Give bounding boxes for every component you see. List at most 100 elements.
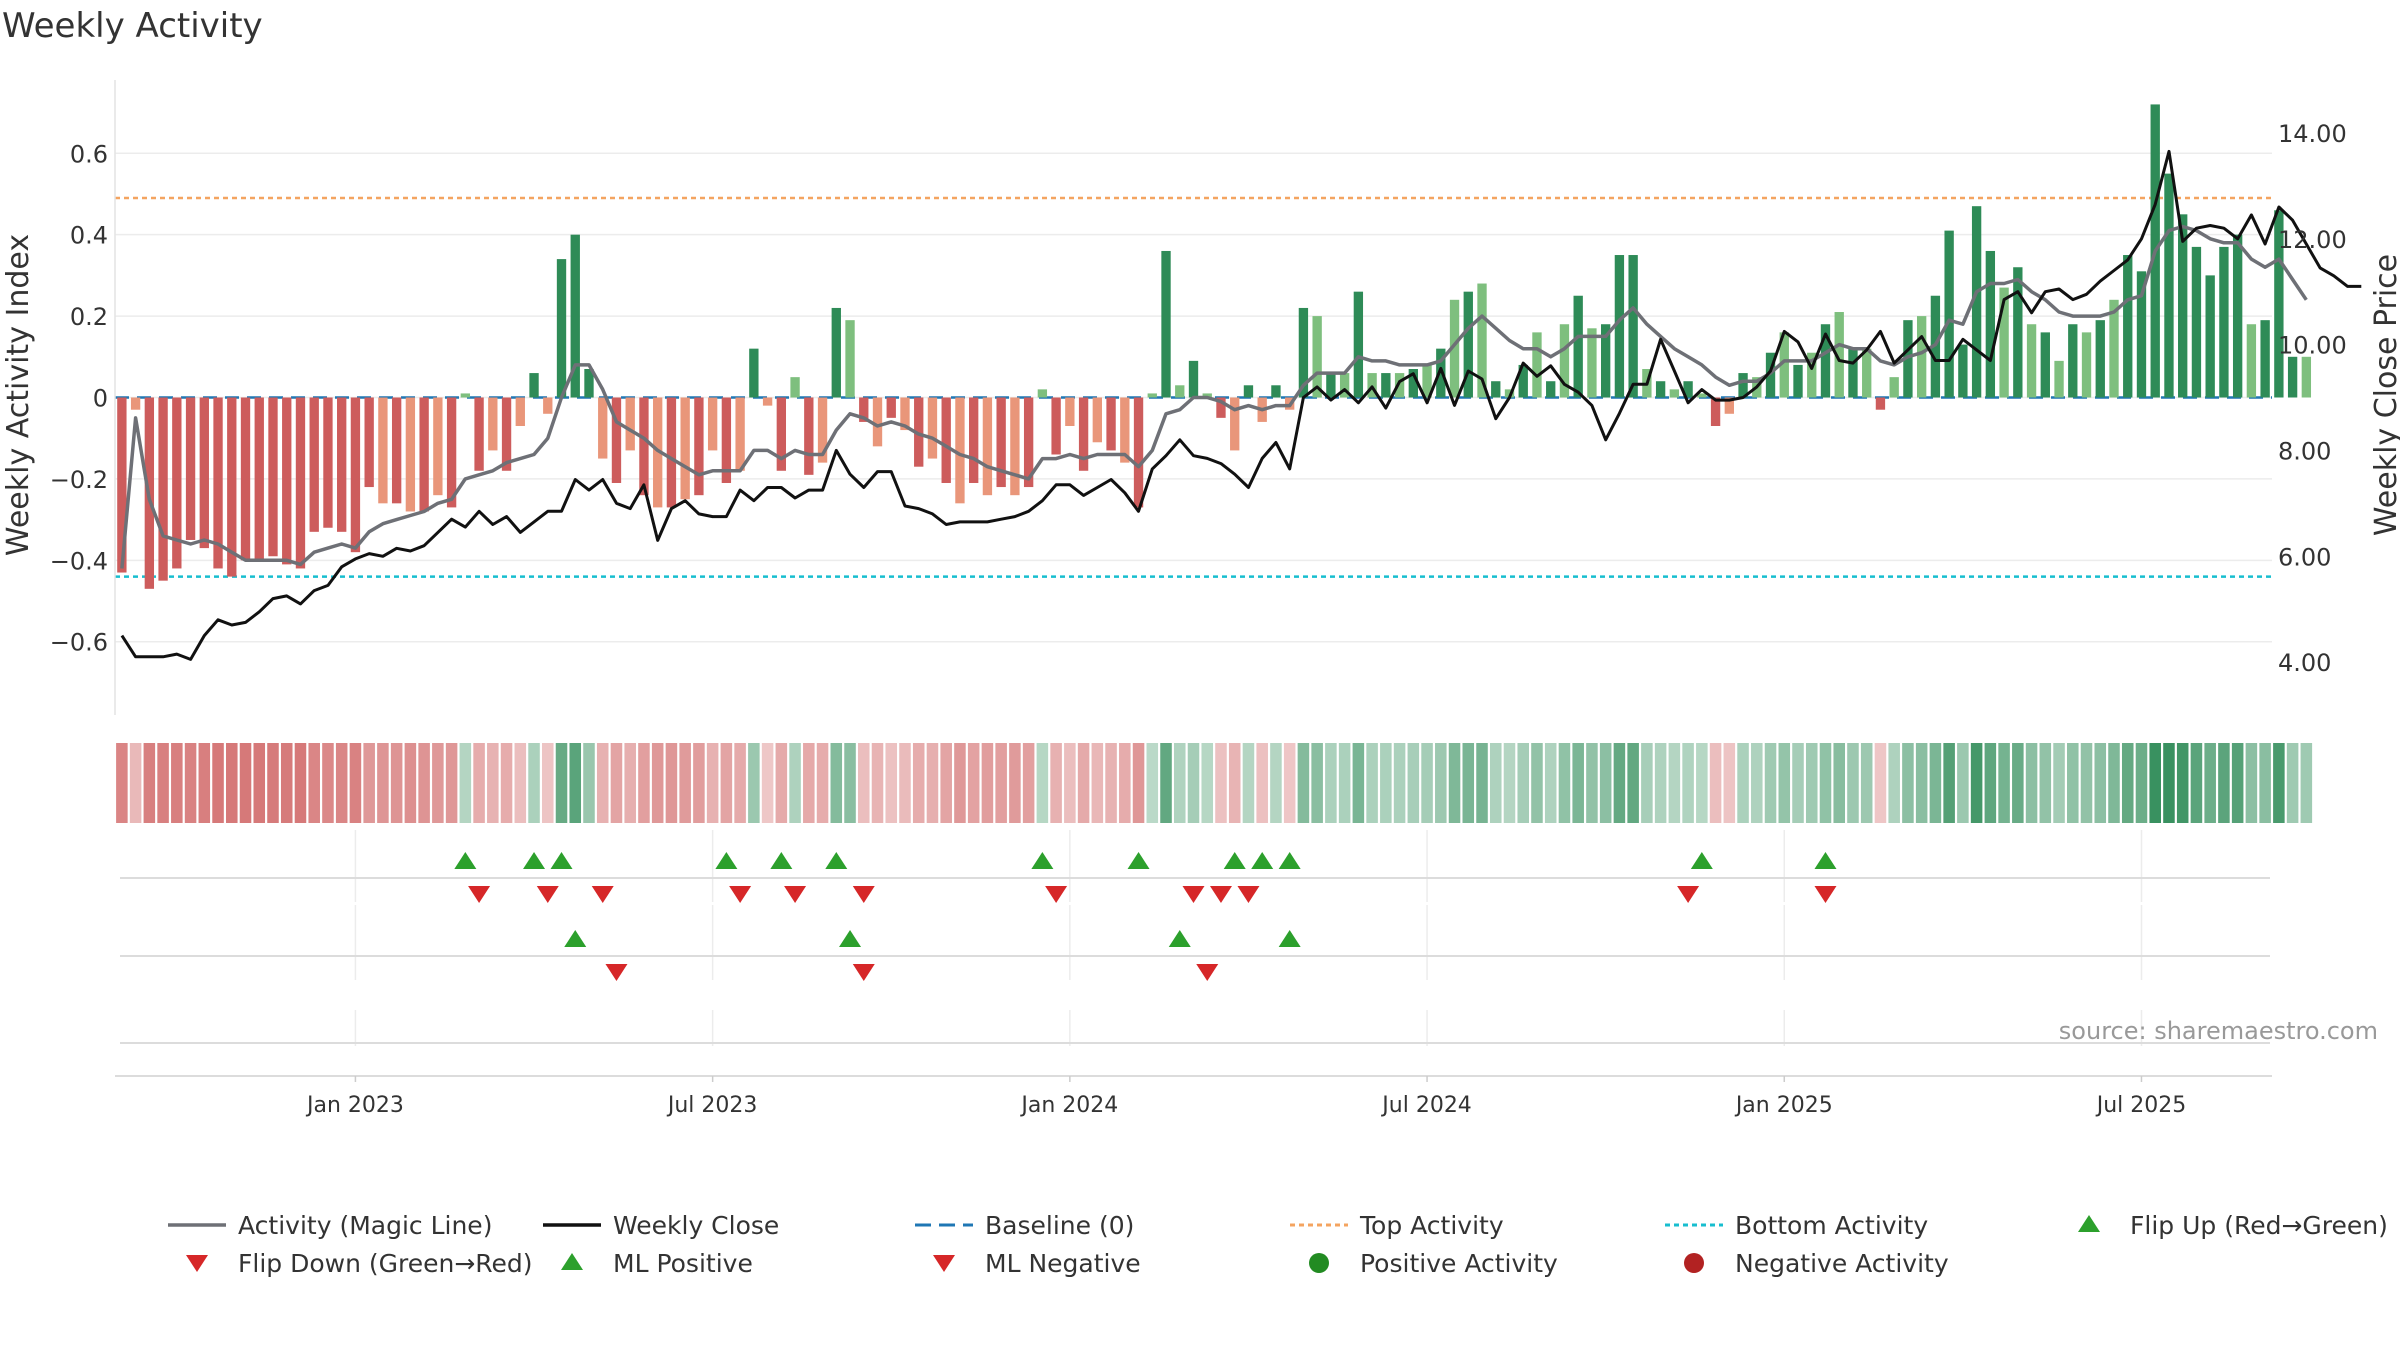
heat-cell — [239, 743, 252, 823]
activity-bar — [598, 397, 608, 459]
heat-cell — [349, 743, 362, 823]
flip-up-marker — [1127, 852, 1150, 869]
heat-cell — [624, 743, 636, 823]
activity-bar — [1916, 316, 1927, 398]
heat-cell — [1833, 743, 1845, 823]
signal-panels — [115, 830, 2272, 1077]
flip-down-marker — [784, 886, 807, 903]
activity-bar — [1971, 206, 1982, 398]
y-right-tick-label: 14.00 — [2278, 120, 2347, 148]
heat-cell — [1709, 743, 1722, 823]
heat-cell — [926, 743, 939, 823]
heat-cell — [542, 743, 554, 823]
heat-cell — [473, 743, 485, 823]
legend-swatch — [186, 1255, 208, 1272]
activity-bar — [295, 397, 306, 569]
heat-cell — [404, 743, 417, 823]
heat-cell — [2108, 743, 2120, 823]
heat-cell — [1654, 743, 1667, 823]
heat-cell — [803, 743, 815, 823]
legend-swatch — [2078, 1215, 2100, 1232]
heat-cell — [1682, 743, 1694, 823]
heat-cell — [1201, 743, 1214, 823]
heat-cell — [1929, 743, 1942, 823]
heat-cell — [308, 743, 320, 823]
heat-cell — [693, 743, 705, 823]
activity-bar — [337, 397, 347, 532]
activity-bar — [762, 397, 773, 406]
activity-bar — [707, 397, 718, 451]
heat-cell — [775, 743, 788, 823]
activity-bar — [2026, 324, 2037, 398]
activity-bar — [653, 397, 663, 508]
y-right-tick-label: 8.00 — [2278, 437, 2331, 465]
activity-bar — [1078, 397, 1089, 471]
flip-up-marker — [1278, 852, 1301, 869]
heat-cell — [267, 743, 279, 823]
heat-cell — [816, 743, 829, 823]
activity-bar — [433, 397, 443, 496]
activity-bar — [405, 397, 416, 512]
activity-bar — [2109, 299, 2119, 398]
legend: Activity (Magic Line) Weekly Close Baselin… — [168, 1211, 2388, 1278]
activity-bar — [2040, 332, 2050, 398]
activity-bar — [2068, 324, 2078, 398]
flip-down-marker — [1045, 886, 1068, 903]
activity-bar — [364, 397, 374, 488]
activity-bar — [611, 397, 622, 483]
legend-item-flipdown: Flip Down (Green→Red) — [186, 1249, 533, 1278]
activity-bar — [927, 397, 938, 459]
activity-bar — [941, 397, 951, 483]
heat-cell — [1160, 743, 1172, 823]
activity-bar — [391, 397, 402, 504]
heat-cell — [2135, 743, 2148, 823]
legend-label: Baseline (0) — [985, 1211, 1134, 1240]
activity-bar — [1147, 393, 1157, 398]
heat-cell — [1448, 743, 1461, 823]
y-right-tick-label: 4.00 — [2278, 649, 2331, 677]
heat-cell — [1764, 743, 1777, 823]
activity-bar — [1092, 397, 1102, 443]
activity-bar — [639, 397, 649, 496]
activity-bar — [1326, 373, 1336, 398]
activity-bar — [680, 397, 690, 500]
heat-cell — [1077, 743, 1090, 823]
heat-cell — [1146, 743, 1159, 823]
y-left-tick-label: 0.2 — [70, 303, 108, 331]
heat-cell — [184, 743, 197, 823]
heat-cell — [2218, 743, 2230, 823]
activity-bar — [1889, 377, 1899, 398]
activity-bar — [1738, 373, 1748, 398]
x-tick-label: Jan 2024 — [1019, 1093, 1118, 1118]
flip-down-marker — [468, 886, 491, 903]
x-tick-label: Jul 2023 — [666, 1093, 758, 1118]
flip-up-marker — [1690, 852, 1713, 869]
flip-up-marker — [1031, 852, 1054, 869]
heat-cell — [1489, 743, 1502, 823]
heat-cell — [734, 743, 746, 823]
heat-cell — [1283, 743, 1296, 823]
heat-cell — [844, 743, 856, 823]
heat-cell — [679, 743, 691, 823]
activity-bar — [268, 397, 278, 557]
activity-bar — [1188, 360, 1199, 398]
heat-cell — [596, 743, 609, 823]
heat-cell — [720, 743, 733, 823]
heat-cell — [2231, 743, 2244, 823]
heat-cell — [967, 743, 980, 823]
activity-bar — [1999, 287, 2009, 398]
heat-cell — [1613, 743, 1626, 823]
activity-bar — [1985, 250, 1996, 398]
heat-cell — [335, 743, 348, 823]
activity-bar — [158, 397, 168, 581]
activity-bar — [254, 397, 264, 561]
activity-bar — [543, 397, 553, 414]
heat-cell — [912, 743, 925, 823]
heat-cell — [569, 743, 582, 823]
activity-bar — [460, 393, 471, 398]
flip-up-marker — [550, 852, 573, 869]
flip-up-marker — [825, 852, 848, 869]
heat-cell — [871, 743, 884, 823]
activity-bar — [515, 397, 525, 426]
